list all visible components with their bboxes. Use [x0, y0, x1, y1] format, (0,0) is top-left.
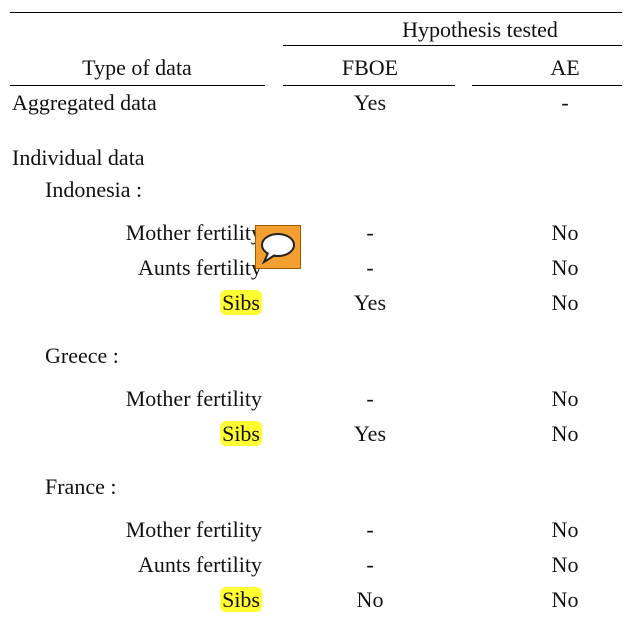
country-label: Greece : — [45, 343, 119, 368]
column-header: FBOE — [341, 55, 399, 80]
fboe-cell: Yes — [353, 421, 387, 446]
column-header: AE — [550, 55, 580, 80]
row-label: Sibs — [220, 290, 262, 316]
country-label: France : — [45, 474, 117, 499]
row-label: Sibs — [220, 421, 262, 447]
highlight: Sibs — [220, 290, 262, 315]
fboe-cell: Yes — [353, 290, 387, 315]
ae-cell: No — [551, 220, 579, 245]
section-label: Individual data — [12, 145, 145, 170]
fboe-cell: - — [366, 386, 374, 411]
comment-glyph — [261, 233, 295, 265]
row-label: Mother fertility — [125, 220, 262, 245]
top-rule — [10, 12, 622, 13]
row-label: Mother fertility — [125, 386, 262, 411]
group-rule — [283, 45, 622, 46]
row-label: Mother fertility — [125, 517, 262, 542]
country-label: Indonesia : — [45, 177, 143, 202]
ae-cell: No — [551, 386, 579, 411]
ae-cell: No — [551, 421, 579, 446]
row-label: Aunts fertility — [137, 552, 262, 577]
ae-cell: No — [551, 517, 579, 542]
fboe-cell: - — [366, 220, 374, 245]
comment-icon[interactable] — [255, 225, 301, 269]
column-header: Type of data — [82, 55, 192, 80]
header-rule — [472, 85, 622, 86]
row-label: Aunts fertility — [137, 255, 262, 280]
row-label: Sibs — [220, 587, 262, 613]
ae-cell: No — [551, 255, 579, 280]
ae-cell: No — [551, 290, 579, 315]
ae-cell: - — [561, 90, 569, 115]
row-label: Aggregated data — [12, 90, 157, 115]
fboe-cell: - — [366, 255, 374, 280]
fboe-cell: - — [366, 517, 374, 542]
fboe-cell: - — [366, 552, 374, 577]
header-rule — [10, 85, 265, 86]
highlight: Sibs — [220, 587, 262, 612]
header-rule — [283, 85, 455, 86]
fboe-cell: Yes — [353, 90, 387, 115]
ae-cell: No — [551, 587, 579, 612]
fboe-cell: No — [356, 587, 384, 612]
highlight: Sibs — [220, 421, 262, 446]
ae-cell: No — [551, 552, 579, 577]
group-header: Hypothesis tested — [402, 17, 558, 42]
